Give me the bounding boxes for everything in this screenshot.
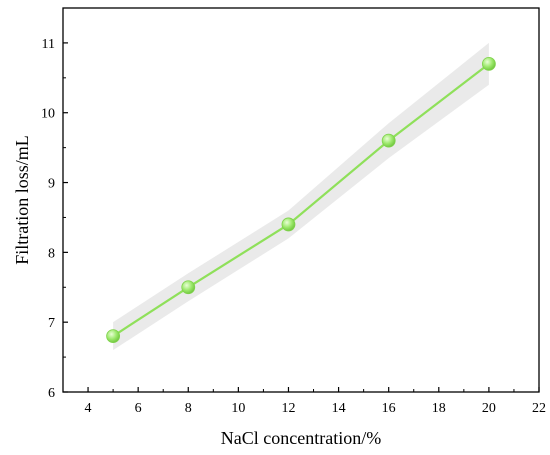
y-tick-label: 11 [42, 37, 55, 52]
x-tick-label: 4 [85, 401, 92, 416]
x-tick-label: 8 [185, 401, 192, 416]
x-tick-label: 16 [382, 401, 396, 416]
data-point [181, 280, 196, 295]
x-tick-label: 6 [135, 401, 142, 416]
y-axis-ticks: 6 7 8 9 10 11 [41, 37, 68, 401]
data-point-layer [106, 56, 496, 344]
confidence-band-layer [113, 42, 489, 351]
y-tick-label: 9 [48, 177, 55, 192]
x-tick-label: 10 [231, 401, 245, 416]
data-point [281, 217, 296, 232]
plot-frame [62, 7, 540, 393]
data-point [381, 133, 396, 148]
data-point [481, 56, 496, 71]
y-tick-label: 6 [48, 386, 55, 401]
data-point [106, 329, 121, 344]
y-tick-label: 10 [41, 107, 55, 122]
x-axis-title: NaCl concentration/% [221, 428, 381, 448]
x-tick-label: 12 [281, 401, 295, 416]
x-tick-label: 22 [532, 401, 546, 416]
x-tick-label: 18 [432, 401, 446, 416]
x-tick-label: 20 [482, 401, 496, 416]
y-axis-title: Filtration loss/mL [12, 135, 32, 265]
y-tick-label: 8 [48, 246, 55, 261]
x-axis-ticks: 4 6 8 10 12 14 16 18 20 22 [85, 387, 546, 416]
y-tick-label: 7 [48, 316, 55, 331]
confidence-band [113, 42, 489, 351]
x-tick-label: 14 [332, 401, 346, 416]
